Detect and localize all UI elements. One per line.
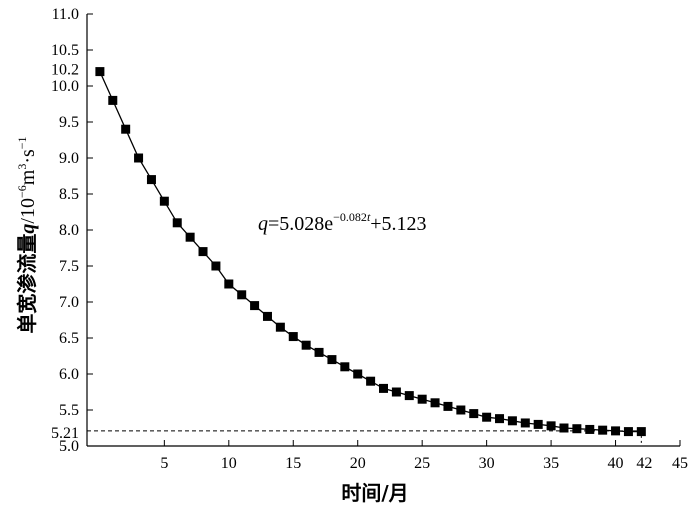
y-extra-tick-label: 5.21 <box>51 425 79 442</box>
fit-formula-annotation: q=5.028e−0.082t+5.123 <box>258 210 427 235</box>
data-point-marker <box>211 261 221 271</box>
y-tick-label: 9.0 <box>59 150 79 167</box>
y-tick-label: 10.0 <box>51 78 79 95</box>
data-point-marker <box>262 311 272 321</box>
x-extra-tick-label: 42 <box>636 455 652 472</box>
data-point-marker <box>314 347 324 357</box>
data-point-marker <box>636 427 646 437</box>
axes-frame <box>86 13 681 447</box>
data-point-marker <box>623 427 633 437</box>
data-point-marker <box>301 340 311 350</box>
y-tick-label: 10.5 <box>51 42 79 59</box>
data-point-marker <box>198 247 208 257</box>
x-tick-label: 5 <box>160 455 168 472</box>
x-tick-label: 15 <box>285 455 301 472</box>
data-point-marker <box>520 418 530 428</box>
x-tick-label: 30 <box>479 455 495 472</box>
data-point-marker <box>353 369 363 379</box>
data-point-marker <box>121 124 131 134</box>
data-point-marker <box>507 416 517 426</box>
y-axis-title: 单宽渗流量q/10−6m3·s−1 <box>15 136 39 333</box>
data-point-marker <box>95 67 105 77</box>
data-point-marker <box>224 279 234 289</box>
data-point-marker <box>172 218 182 228</box>
data-point-marker <box>572 424 582 434</box>
data-point-marker <box>340 362 350 372</box>
y-tick-label: 11.0 <box>52 6 79 23</box>
x-tick-label: 20 <box>350 455 366 472</box>
data-point-marker <box>404 391 414 401</box>
x-tick-label: 25 <box>414 455 430 472</box>
data-point-marker <box>237 290 247 300</box>
data-point-marker <box>482 412 492 422</box>
x-tick-label: 10 <box>221 455 237 472</box>
y-tick-label: 5.0 <box>59 438 79 455</box>
y-tick-label: 6.0 <box>59 366 79 383</box>
data-point-marker <box>456 405 466 415</box>
data-point-marker <box>379 383 388 393</box>
data-point-marker <box>469 409 479 419</box>
data-point-marker <box>417 394 427 404</box>
x-tick-label: 40 <box>608 455 624 472</box>
data-point-marker <box>546 421 556 431</box>
data-point-marker <box>250 301 260 311</box>
y-tick-label: 8.0 <box>59 222 79 239</box>
data-point-marker <box>443 401 453 411</box>
y-tick-label: 7.0 <box>59 294 79 311</box>
data-point-marker <box>275 322 285 332</box>
data-point-marker <box>533 419 543 429</box>
reference-lines <box>87 430 642 446</box>
data-point-marker <box>146 175 156 185</box>
data-point-marker <box>585 424 595 434</box>
x-axis-title: 时间/月 <box>341 481 408 505</box>
data-point-marker <box>288 332 298 342</box>
y-tick-label: 6.5 <box>59 330 79 347</box>
data-point-marker <box>598 425 608 435</box>
data-point-marker <box>495 414 505 424</box>
data-point-marker <box>108 95 118 105</box>
y-tick-label: 5.5 <box>59 402 79 419</box>
data-point-marker <box>185 232 195 242</box>
tick-labels: 5.0 5.5 6.0 6.5 7.0 7.5 8.0 8.5 9.0 9.5 10.0 10.5 11… <box>51 6 688 472</box>
series-markers <box>95 67 646 437</box>
y-extra-tick-label: 10.2 <box>51 62 79 79</box>
data-point-marker <box>366 376 376 386</box>
y-tick-label: 8.5 <box>59 186 79 203</box>
data-point-marker <box>327 355 337 365</box>
x-tick-label: 35 <box>543 455 559 472</box>
y-tick-label: 7.5 <box>59 258 79 275</box>
x-tick-label: 45 <box>672 455 688 472</box>
y-tick-label: 9.5 <box>59 114 79 131</box>
data-point-marker <box>559 423 569 433</box>
data-point-marker <box>159 196 169 206</box>
data-point-marker <box>611 426 621 436</box>
data-point-marker <box>134 153 144 163</box>
data-point-marker <box>391 387 401 397</box>
data-point-marker <box>430 398 440 408</box>
